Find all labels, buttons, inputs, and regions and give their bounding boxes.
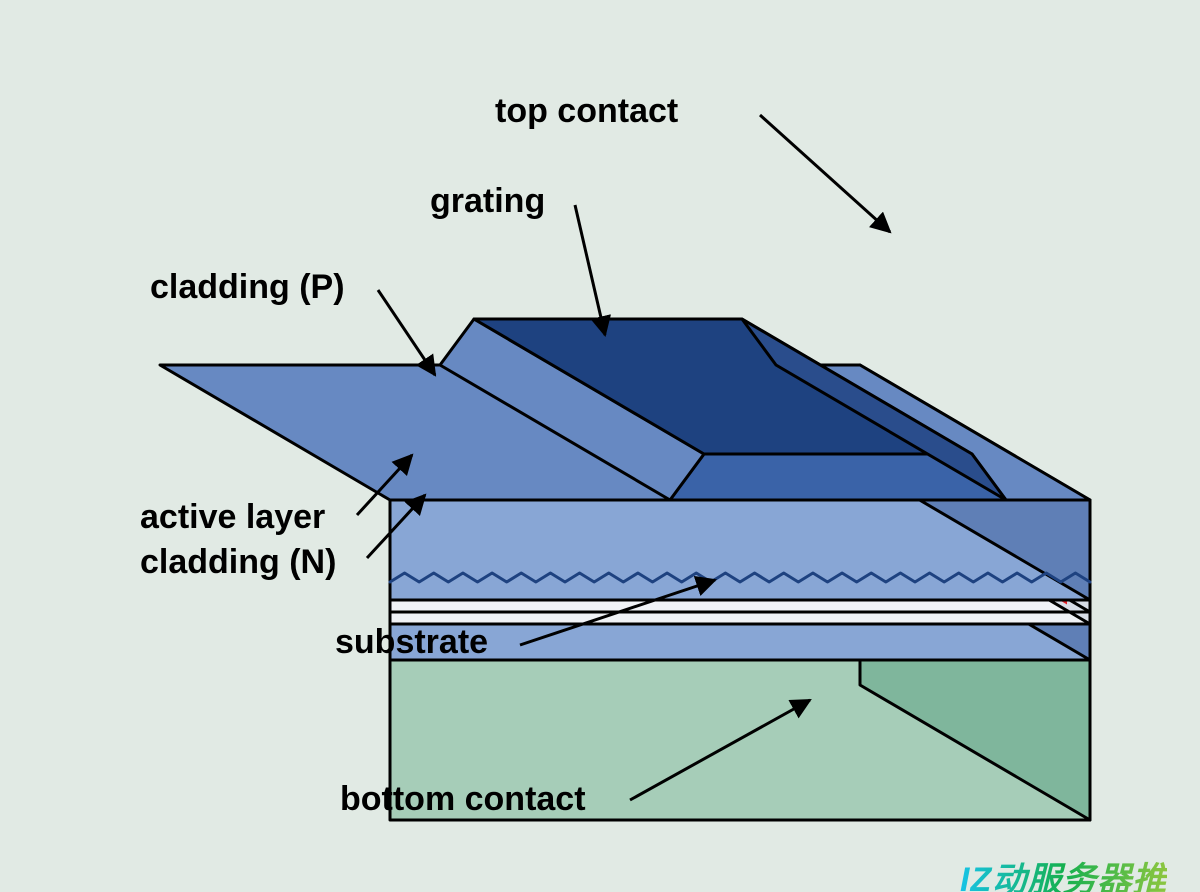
label-bottom-contact: bottom contact	[340, 780, 586, 819]
arrow-cladding_p	[378, 290, 435, 375]
cladding-n-front	[390, 624, 1090, 660]
label-top-contact: top contact	[495, 92, 678, 131]
label-grating: grating	[430, 182, 545, 221]
diagram-svg	[0, 0, 1200, 892]
watermark: IZ动服务器推	[960, 852, 1167, 892]
label-cladding-p: cladding (P)	[150, 268, 345, 307]
diagram-stage: top contact grating cladding (P) active …	[0, 0, 1200, 892]
label-substrate: substrate	[335, 623, 488, 662]
arrow-grating	[575, 205, 605, 335]
label-cladding-n: cladding (N)	[140, 543, 336, 582]
label-active-layer: active layer	[140, 498, 325, 537]
arrow-top_contact	[760, 115, 890, 232]
